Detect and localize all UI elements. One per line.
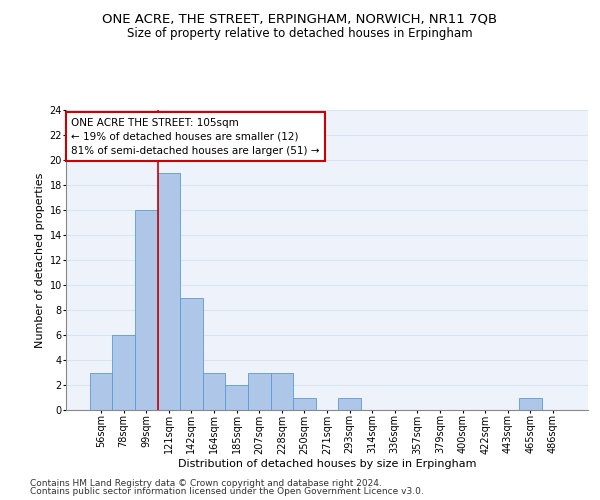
Bar xyxy=(180,298,203,410)
Bar xyxy=(158,172,180,410)
Text: Contains HM Land Registry data © Crown copyright and database right 2024.: Contains HM Land Registry data © Crown c… xyxy=(30,478,382,488)
Y-axis label: Number of detached properties: Number of detached properties xyxy=(35,172,45,348)
Bar xyxy=(135,210,158,410)
Bar xyxy=(90,372,112,410)
Text: ONE ACRE THE STREET: 105sqm
← 19% of detached houses are smaller (12)
81% of sem: ONE ACRE THE STREET: 105sqm ← 19% of det… xyxy=(71,118,320,156)
Bar xyxy=(338,398,361,410)
Bar xyxy=(203,372,226,410)
Text: ONE ACRE, THE STREET, ERPINGHAM, NORWICH, NR11 7QB: ONE ACRE, THE STREET, ERPINGHAM, NORWICH… xyxy=(103,12,497,26)
X-axis label: Distribution of detached houses by size in Erpingham: Distribution of detached houses by size … xyxy=(178,459,476,469)
Bar xyxy=(248,372,271,410)
Bar xyxy=(112,335,135,410)
Text: Contains public sector information licensed under the Open Government Licence v3: Contains public sector information licen… xyxy=(30,487,424,496)
Bar xyxy=(226,385,248,410)
Bar xyxy=(271,372,293,410)
Bar xyxy=(519,398,542,410)
Bar xyxy=(293,398,316,410)
Text: Size of property relative to detached houses in Erpingham: Size of property relative to detached ho… xyxy=(127,28,473,40)
